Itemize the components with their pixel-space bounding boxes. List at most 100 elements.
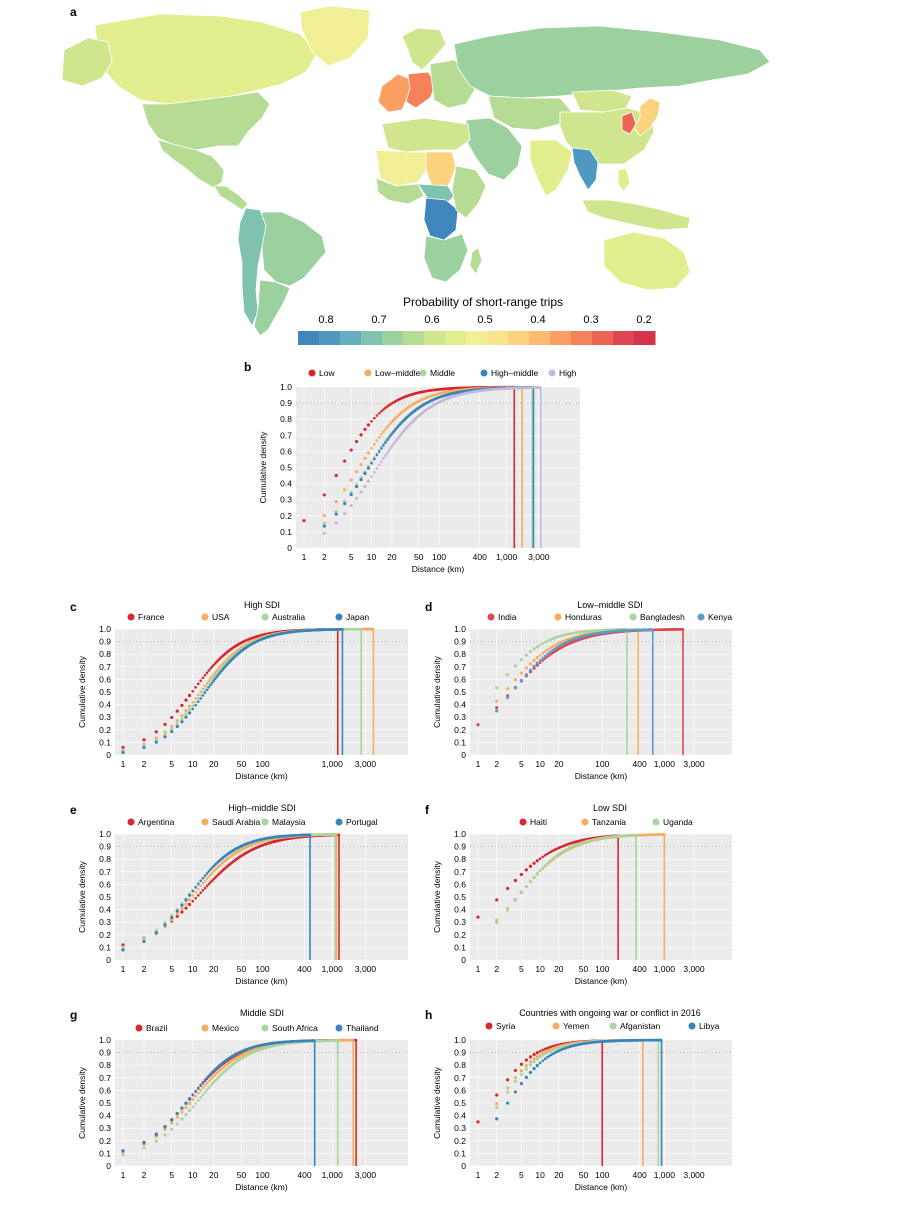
xtick-label-f-8: 1,000: [654, 964, 676, 974]
point-d-india-10: [538, 661, 542, 664]
xtick-label-c-6: 100: [255, 759, 269, 769]
ytick-label-f-2: 0.2: [454, 930, 466, 940]
map-region-philippines: [617, 167, 631, 193]
panel-label-d: d: [425, 600, 432, 614]
xtick-label-b-7: 400: [473, 552, 487, 562]
point-c-japan-17: [207, 686, 211, 689]
point-c-france-18: [209, 667, 212, 670]
point-g-mexico-13: [199, 1089, 202, 1092]
point-b-middle-2: [322, 521, 326, 525]
point-c-usa-9: [187, 704, 192, 708]
map-region-europe-central: [405, 71, 437, 109]
point-f-uganda-12: [543, 864, 547, 867]
chart-c: 00.10.20.30.40.50.60.70.80.91.01 2 5 10 20 50…: [77, 612, 408, 781]
legend-marker-d-honduras: [554, 613, 562, 621]
chart-g: 00.10.20.30.40.50.60.70.80.91.01 2 5 10 20 50…: [77, 1023, 408, 1192]
legend-marker-d-india: [487, 613, 495, 621]
xtick-label-d-0: 1: [476, 759, 481, 769]
panel-label-f: f: [425, 803, 430, 817]
point-d-bangladesh-2: [495, 686, 499, 690]
xtick-label-g-2: 5: [169, 1170, 174, 1180]
xtick-label-c-1: 2: [142, 759, 147, 769]
legend-label-d-india: India: [498, 612, 517, 622]
point-c-japan-16: [205, 688, 209, 692]
point-b-low-middle-5: [349, 478, 353, 482]
panel-label-b: b: [244, 360, 251, 374]
colorbar-swatch-14: [592, 331, 614, 345]
point-e-portugal-14: [201, 876, 205, 880]
ytick-label-g-5: 0.5: [99, 1098, 111, 1108]
point-d-honduras-4: [513, 678, 518, 682]
legend-marker-d-kenya: [697, 613, 705, 621]
xtick-label-c-5: 50: [237, 759, 247, 769]
point-b-high-middle-10: [370, 461, 373, 465]
ytick-label-d-6: 0.6: [454, 674, 466, 684]
point-d-india-2: [495, 706, 499, 710]
point-c-japan-9: [187, 711, 192, 715]
point-d-honduras-10: [538, 653, 542, 657]
ytick-label-c-10: 1.0: [99, 624, 111, 634]
point-d-honduras-6: [524, 666, 528, 670]
ytick-label-f-8: 0.8: [454, 854, 466, 864]
colorbar-tick-0-7: 0.7: [371, 314, 386, 326]
chart-f: 00.10.20.30.40.50.60.70.80.91.01 2 5 10 20 50…: [432, 817, 732, 986]
point-b-high-18: [387, 449, 391, 452]
map-region-north-africa: [381, 117, 471, 153]
point-d-kenya-3: [506, 695, 510, 700]
legend-label-d-kenya: Kenya: [708, 612, 732, 622]
ytick-label-d-1: 0.1: [454, 737, 466, 747]
legend-label-b-middle: Middle: [430, 368, 455, 378]
ytick-label-d-2: 0.2: [454, 725, 466, 735]
map-region-east-africa: [451, 165, 487, 219]
colorbar-title: Probability of short-range trips: [403, 295, 563, 309]
map-region-se-asia: [571, 147, 599, 191]
legend-marker-c-japan: [335, 613, 343, 621]
ytick-label-c-4: 0.4: [99, 700, 111, 710]
point-b-high-middle-12: [375, 453, 379, 457]
point-d-honduras-5: [519, 671, 524, 675]
colorbar-tick-0-6: 0.6: [424, 314, 439, 326]
xlabel-e: Distance (km): [235, 976, 288, 986]
xtick-label-c-4: 20: [209, 759, 219, 769]
ytick-label-b-3: 0.3: [280, 495, 292, 505]
xtick-label-d-3: 10: [535, 759, 545, 769]
point-g-mexico-6: [175, 1115, 179, 1119]
point-e-saudi-arabia-15: [203, 879, 207, 883]
point-e-argentina-16: [205, 884, 209, 888]
colorbar-swatch-11: [529, 331, 551, 345]
legend-label-b-high-middle: High–middle: [491, 368, 539, 378]
point-c-usa-7: [180, 713, 184, 718]
ytick-label-g-4: 0.4: [99, 1111, 111, 1121]
point-f-haiti-6: [524, 868, 528, 872]
chart-e: 00.10.20.30.40.50.60.70.80.91.01 2 5 10 20 50…: [77, 817, 408, 986]
point-e-saudi-arabia-11: [194, 890, 197, 894]
point-c-japan-13: [199, 697, 202, 700]
point-c-australia-8: [184, 712, 188, 716]
ytick-label-b-0: 0: [287, 543, 292, 553]
map-region-russia: [453, 25, 771, 99]
xtick-label-e-6: 100: [255, 964, 269, 974]
point-e-saudi-arabia-9: [187, 897, 192, 902]
point-b-high-13: [377, 463, 381, 467]
point-b-high-middle-7: [359, 478, 363, 482]
ytick-label-b-9: 0.9: [280, 398, 292, 408]
point-e-saudi-arabia-7: [180, 907, 184, 911]
point-f-haiti-12: [543, 854, 547, 857]
point-b-high-15: [382, 457, 385, 460]
xtick-label-b-3: 10: [367, 552, 377, 562]
ylabel-f: Cumulative density: [432, 860, 442, 933]
point-b-low-middle-3: [334, 500, 338, 504]
legend-marker-b-high-middle: [480, 369, 488, 377]
point-b-low-8: [363, 427, 367, 431]
xtick-label-c-2: 5: [169, 759, 174, 769]
ytick-label-c-9: 0.9: [99, 637, 111, 647]
colorbar-tick-labels: 0.8 0.7 0.6 0.5 0.4 0.3 0.2: [318, 314, 651, 326]
ylabel-g: Cumulative density: [77, 1066, 87, 1139]
point-b-high-middle-2: [322, 524, 326, 528]
xlabel-c: Distance (km): [235, 771, 288, 781]
legend-label-c-australia: Australia: [272, 612, 305, 622]
point-b-high-10: [370, 475, 373, 478]
point-b-high-2: [322, 531, 326, 535]
colorbar-swatch-4: [382, 331, 404, 345]
